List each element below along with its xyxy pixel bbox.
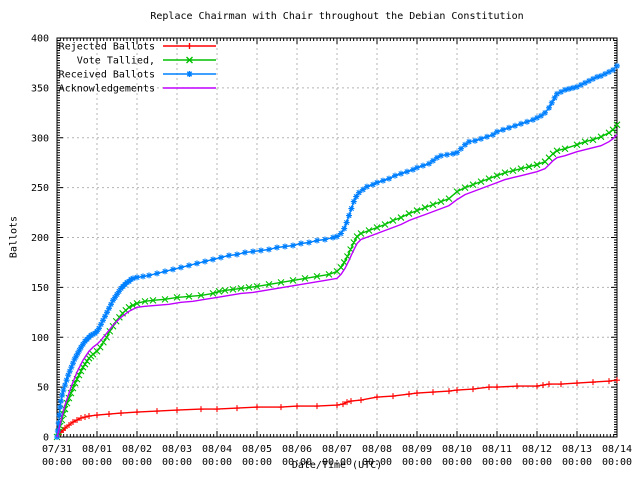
legend-label-acknowledgements: Acknowledgements (59, 84, 155, 95)
x-tick-label: 08/09 (402, 444, 432, 455)
x-tick-sublabel: 00:00 (282, 457, 312, 468)
x-tick-label: 07/31 (42, 444, 72, 455)
x-axis-title: Date/Time (UTC) (291, 460, 383, 471)
plot-border (56, 37, 618, 438)
x-tick-label: 08/02 (122, 444, 152, 455)
x-tick-label: 08/05 (242, 444, 272, 455)
x-tick-label: 08/08 (362, 444, 392, 455)
x-tick-label: 08/07 (322, 444, 352, 455)
x-tick-sublabel: 00:00 (82, 457, 112, 468)
y-tick-label: 100 (31, 333, 49, 344)
y-axis-title: Ballots (8, 215, 20, 259)
x-tick-label: 08/13 (562, 444, 592, 455)
x-tick-label: 08/01 (82, 444, 112, 455)
x-tick-sublabel: 00:00 (162, 457, 192, 468)
y-tick-label: 150 (31, 283, 49, 294)
legend-sample-rejected-ballots (163, 43, 216, 49)
y-tick-label: 200 (31, 233, 49, 244)
y-tick-label: 250 (31, 183, 49, 194)
series-vote-tallied-line (56, 124, 618, 438)
y-tick-label: 0 (43, 433, 49, 444)
x-tick-sublabel: 00:00 (402, 457, 432, 468)
y-tick-label: 400 (31, 34, 49, 45)
series-acknowledgements-line (56, 134, 618, 438)
x-tick-label: 08/12 (522, 444, 552, 455)
x-tick-sublabel: 00:00 (522, 457, 552, 468)
x-tick-sublabel: 00:00 (202, 457, 232, 468)
legend-label-vote-tallied: Vote Tallied, (77, 56, 155, 67)
y-tick-label: 300 (31, 133, 49, 144)
x-tick-label: 08/10 (442, 444, 472, 455)
x-tick-sublabel: 00:00 (362, 457, 392, 468)
x-tick-sublabel: 00:00 (122, 457, 152, 468)
y-tick-label: 350 (31, 83, 49, 94)
x-tick-sublabel: 00:00 (42, 457, 72, 468)
x-tick-sublabel: 00:00 (442, 457, 472, 468)
chart-title: Replace Chairman with Chair throughout t… (150, 11, 524, 22)
legend-sample-vote-tallied (163, 56, 216, 64)
legend-label-received-ballots: Received Ballots (59, 70, 155, 81)
legend-label-rejected-ballots: Rejected Ballots (59, 42, 155, 53)
x-tick-sublabel: 00:00 (562, 457, 592, 468)
x-tick-sublabel: 00:00 (322, 457, 352, 468)
x-tick-label: 08/04 (202, 444, 232, 455)
x-tick-sublabel: 00:00 (602, 457, 632, 468)
x-tick-sublabel: 00:00 (482, 457, 512, 468)
x-tick-sublabel: 00:00 (242, 457, 272, 468)
legend-sample-received-ballots (163, 71, 216, 77)
x-tick-label: 08/11 (482, 444, 512, 455)
x-tick-label: 08/14 (602, 444, 632, 455)
y-tick-label: 50 (37, 383, 49, 394)
x-tick-label: 08/06 (282, 444, 312, 455)
x-tick-label: 08/03 (162, 444, 192, 455)
